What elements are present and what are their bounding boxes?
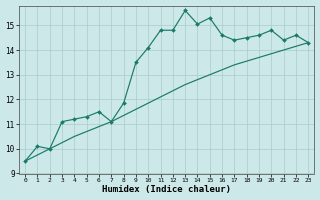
X-axis label: Humidex (Indice chaleur): Humidex (Indice chaleur) bbox=[102, 185, 231, 194]
